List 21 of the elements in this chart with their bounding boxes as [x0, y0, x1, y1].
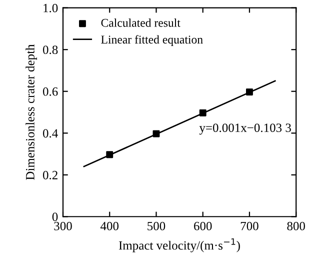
x-tick-label: 600: [194, 222, 212, 230]
legend-label: Linear fitted equation: [101, 35, 203, 46]
x-axis-title: Impact velocity/(m·s$^{−1}$): [118, 238, 240, 252]
x-tick-label: 800: [287, 222, 305, 230]
x-tick-label: 400: [100, 222, 119, 230]
point: [152, 130, 160, 138]
y-tick-label: 0.2: [42, 170, 58, 180]
y-axis-title: Dimensionless crater depth: [26, 44, 37, 180]
y-tick-label: 0: [52, 212, 58, 222]
point: [106, 151, 114, 158]
x-tick-label: 500: [148, 222, 166, 230]
x-tick-label: 300: [54, 222, 72, 230]
y-tick-label: 0.8: [42, 46, 58, 54]
y-tick-label: 1.0: [44, 4, 58, 12]
y-tick-label: 0.4: [42, 129, 58, 138]
point: [199, 109, 206, 116]
y-tick-label: 0.6: [42, 87, 58, 96]
point: [246, 88, 253, 96]
annotation: y=0.001x−0.103 3: [199, 124, 291, 135]
legend-label: Calculated result: [101, 18, 180, 27]
x-tick-label: 700: [240, 222, 258, 230]
